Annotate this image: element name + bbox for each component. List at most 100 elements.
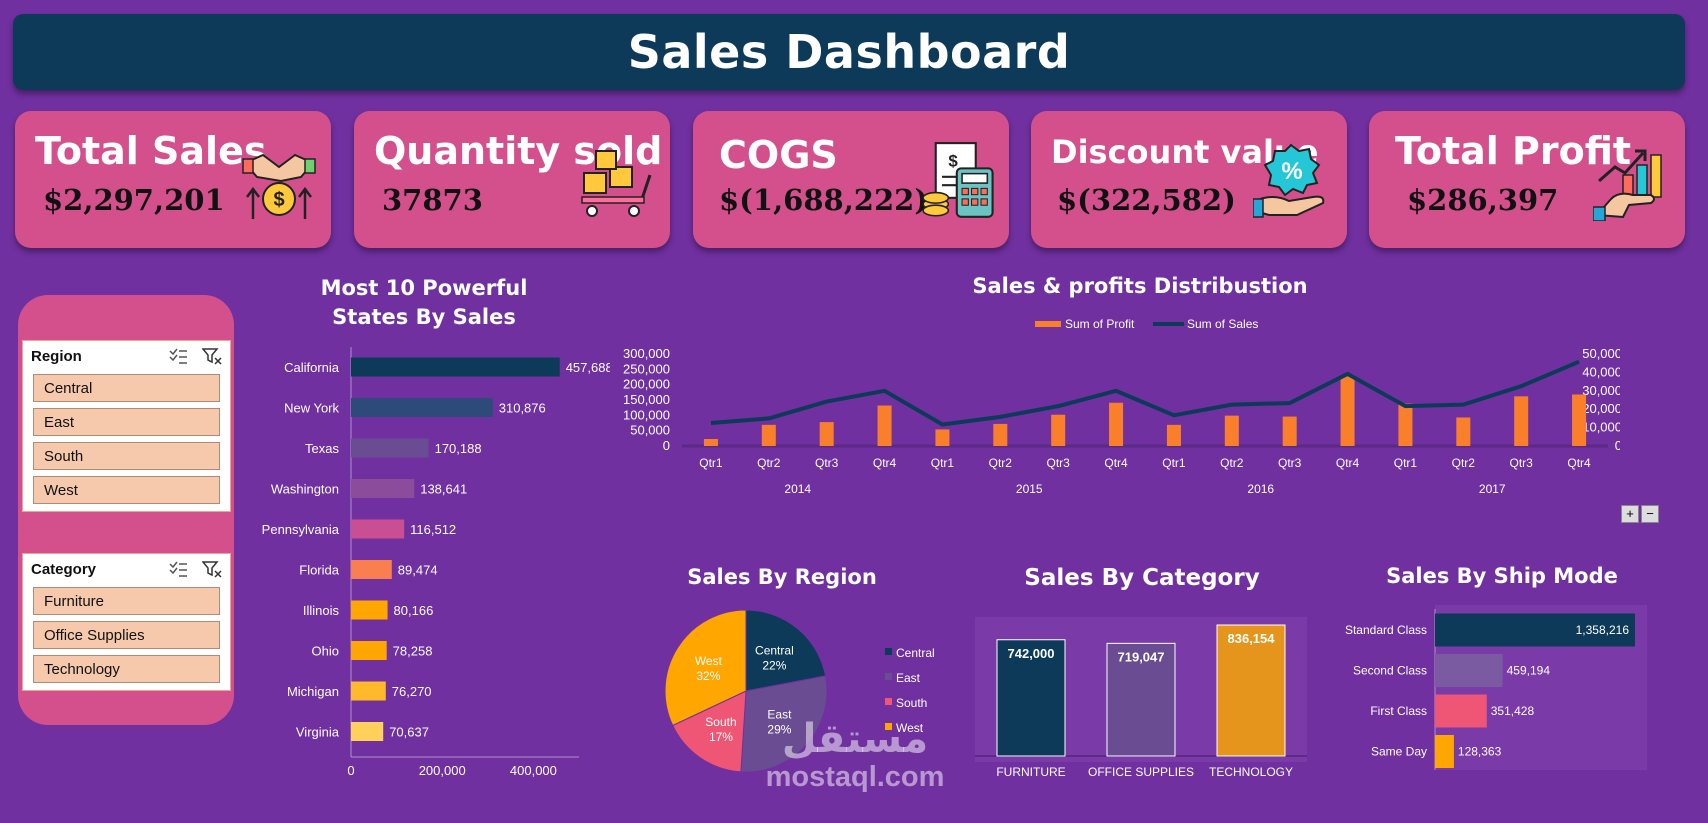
shipmode-bar (1435, 694, 1487, 728)
year-label: 2016 (1247, 482, 1274, 496)
legend-profit-swatch (1035, 321, 1061, 327)
kpi-value: $286,397 (1407, 183, 1559, 217)
kpi-card-total-sales: Total Sales $2,297,201 $ (15, 111, 331, 248)
state-bar (351, 722, 384, 741)
state-bar (351, 681, 386, 701)
profit-bar (1166, 424, 1181, 446)
pie-slice-percent: 29% (767, 722, 791, 736)
states-bar-chart: California 457,688 New York 310,876 Texas 170… (262, 347, 610, 778)
expand-button[interactable]: + (1621, 505, 1639, 523)
kpi-card-cogs: COGS $(1,688,222) $ (693, 111, 1009, 248)
year-label: 2014 (784, 482, 811, 496)
multi-select-icon[interactable] (168, 560, 188, 578)
state-value-label: 70,637 (389, 725, 429, 740)
slicer-item-east[interactable]: East (33, 408, 220, 436)
left-axis-tick: 0 (663, 438, 670, 453)
state-value-label: 89,474 (398, 563, 438, 578)
pie-slice-name: East (767, 707, 792, 721)
profit-bar (1572, 394, 1587, 446)
state-bar (351, 519, 405, 539)
shipmode-chart-title: Sales By Ship Mode (1386, 564, 1618, 588)
kpi-label: Total Sales (35, 129, 267, 173)
quarter-label: Qtr3 (815, 456, 839, 470)
state-label: Florida (299, 563, 340, 578)
distribution-chart-title: Sales & profits Distribustion (972, 274, 1308, 298)
slicer-item-office-supplies[interactable]: Office Supplies (33, 621, 220, 649)
state-bar (351, 357, 560, 377)
shipmode-value-label: 351,428 (1491, 704, 1535, 718)
sales-line (710, 359, 1580, 427)
left-axis-tick: 200,000 (623, 377, 670, 392)
state-label: Pennsylvania (262, 522, 340, 537)
left-axis-tick: 300,000 (623, 346, 670, 361)
multi-select-icon[interactable] (168, 347, 188, 365)
boxes-trolley-icon (581, 150, 652, 217)
state-bar (351, 398, 493, 417)
profit-bar (1224, 415, 1239, 446)
slicer-item-technology[interactable]: Technology (33, 655, 220, 683)
profit-bar (1109, 402, 1124, 446)
collapse-button[interactable]: − (1641, 505, 1659, 523)
left-axis-tick: 50,000 (630, 423, 670, 438)
pie-slice (740, 675, 828, 773)
pie-slice (745, 609, 827, 692)
profit-bar (1051, 414, 1066, 446)
slicer-item-furniture[interactable]: Furniture (33, 587, 220, 615)
growth-chart-hand-icon (1593, 149, 1662, 221)
quarter-label: Qtr4 (873, 456, 897, 470)
kpi-value: $(1,688,222) (719, 183, 929, 217)
shipmode-label: Standard Class (1345, 623, 1427, 637)
year-label: 2015 (1016, 482, 1043, 496)
dashboard-title-bar: Sales Dashboard (13, 14, 1685, 90)
profit-bar (1340, 376, 1355, 446)
kpi-card-quantity: Quantity sold 37873 (354, 111, 670, 248)
quarter-label: Qtr1 (1394, 456, 1418, 470)
pie-legend-label: Central (896, 646, 935, 660)
pie-legend-label: West (896, 721, 924, 735)
pie-legend-label: South (896, 696, 927, 710)
x-tick-label: 0 (347, 763, 354, 778)
slicer-item-south[interactable]: South (33, 442, 220, 470)
sales-profit-combo-chart: Sum of Profit Sum of Sales300,000250,0002… (623, 317, 1620, 496)
shipmode-value-label: 459,194 (1507, 664, 1551, 678)
left-axis-tick: 100,000 (623, 407, 670, 422)
pie-slice-percent: 17% (709, 730, 733, 744)
category-slicer-title: Category (31, 560, 97, 578)
shipmode-bar-chart: Standard Class 1,358,216 Second Class 459,1… (1345, 605, 1647, 770)
year-label: 2017 (1479, 482, 1506, 496)
category-axis-label: OFFICE SUPPLIES (1088, 765, 1194, 779)
slicer-item-central[interactable]: Central (33, 374, 220, 402)
category-bar (1216, 624, 1286, 757)
region-pie-chart: Central22%CentralEast29%EastSouth17%Sout… (664, 609, 935, 773)
pie-legend-swatch (885, 673, 892, 680)
state-bar (351, 479, 415, 498)
state-value-label: 116,512 (410, 522, 456, 537)
handshake-dollar-icon: $ (242, 153, 316, 219)
clear-filter-icon[interactable] (202, 560, 222, 578)
clear-filter-icon[interactable] (202, 347, 222, 365)
state-bar (351, 600, 388, 620)
category-bar (1106, 642, 1176, 757)
slicer-item-west[interactable]: West (33, 476, 220, 504)
legend-sales-label: Sum of Sales (1187, 317, 1258, 331)
profit-bar (703, 439, 718, 446)
quarter-label: Qtr1 (931, 456, 955, 470)
profit-bar (993, 423, 1008, 446)
state-label: Washington (271, 482, 339, 497)
quarter-label: Qtr4 (1104, 456, 1128, 470)
category-bar (996, 639, 1066, 757)
state-label: California (284, 360, 340, 375)
quarter-label: Qtr2 (757, 456, 781, 470)
right-axis-tick: 20,000 (1582, 401, 1620, 416)
category-bar-chart: 742,000 FURNITURE 719,047 OFFICE SUPPLIES 83… (975, 617, 1307, 779)
state-value-label: 78,258 (393, 644, 433, 659)
category-slicer: Category Furniture Office Supplies Techn… (22, 553, 231, 691)
kpi-card-profit: Total Profit $286,397 (1369, 111, 1685, 248)
state-value-label: 310,876 (499, 401, 546, 416)
region-slicer: Region Central East South West (22, 340, 231, 512)
state-bar (351, 438, 429, 458)
state-value-label: 138,641 (420, 482, 467, 497)
shipmode-label: First Class (1370, 704, 1427, 718)
kpi-label: COGS (719, 133, 838, 177)
pie-slice (664, 609, 747, 727)
